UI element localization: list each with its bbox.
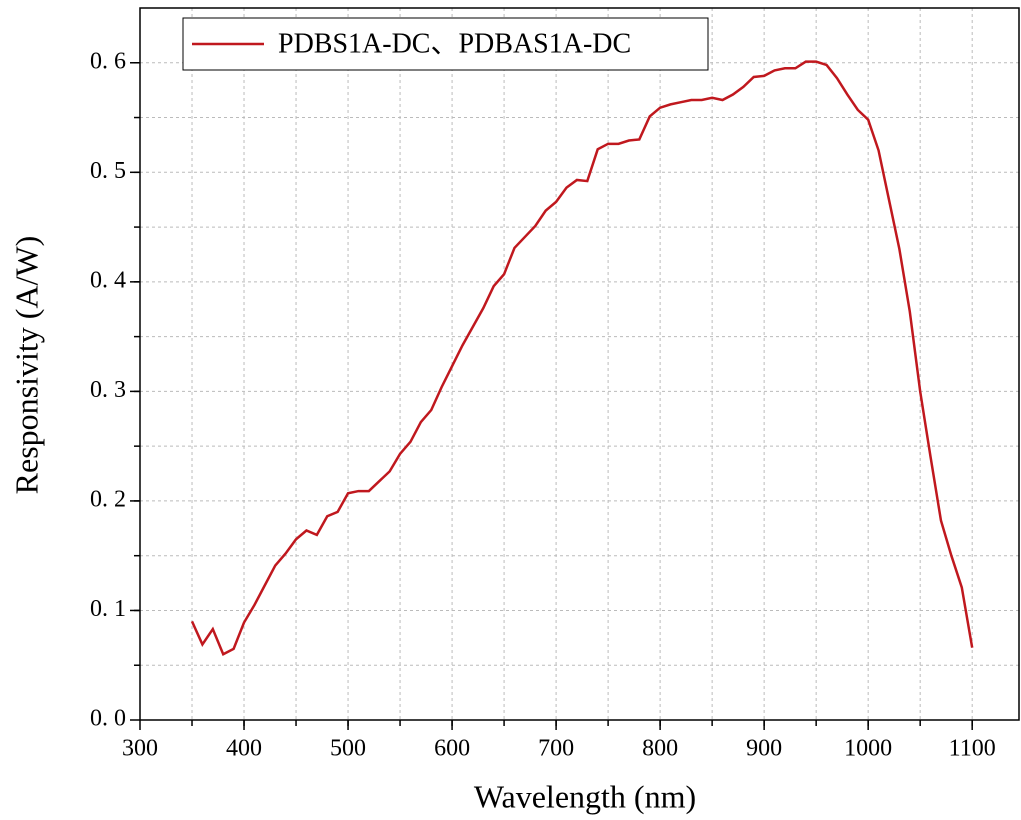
x-tick-label: 1100	[949, 736, 996, 762]
y-tick-label: 0. 1	[90, 596, 126, 622]
x-tick-label: 1000	[844, 736, 892, 762]
x-tick-label: 900	[746, 736, 782, 762]
legend-label: PDBS1A-DC、PDBAS1A-DC	[278, 28, 631, 59]
x-tick-label: 500	[330, 736, 366, 762]
y-tick-label: 0. 4	[90, 267, 126, 293]
y-tick-label: 0. 0	[90, 706, 126, 732]
y-tick-label: 0. 2	[90, 486, 126, 512]
data-line	[190, 60, 974, 657]
x-tick-label: 400	[226, 736, 262, 762]
legend-box	[182, 17, 709, 71]
x-tick-label: 700	[538, 736, 574, 762]
x-tick-label: 300	[122, 736, 158, 762]
y-axis-label: Responsivity (A/W)	[8, 236, 44, 495]
y-tick-label: 0. 5	[90, 158, 126, 184]
y-tick-label: 0. 3	[90, 377, 126, 403]
x-tick-label: 800	[642, 736, 678, 762]
plot-frame	[139, 7, 1020, 721]
y-tick-label: 0. 6	[90, 48, 126, 74]
x-tick-label: 600	[434, 736, 470, 762]
x-axis-label: Wavelength (nm)	[474, 778, 696, 814]
